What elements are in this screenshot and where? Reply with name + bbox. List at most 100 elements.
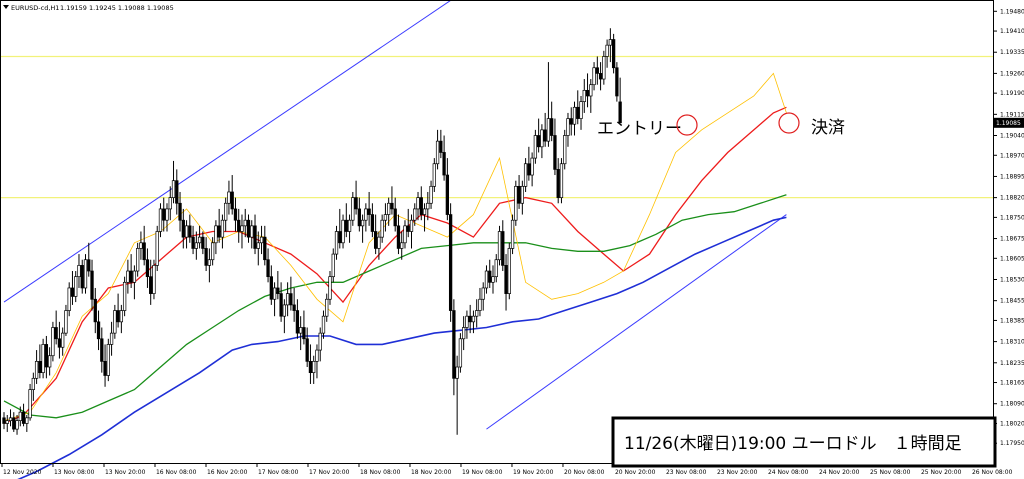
candle-body xyxy=(194,242,198,249)
candle-157 xyxy=(514,180,518,226)
y-tick-label: 1.18385 xyxy=(1000,317,1024,324)
candle-body xyxy=(364,208,368,221)
candle-body xyxy=(605,44,609,57)
candle-178 xyxy=(582,79,586,113)
symbol-label: EURUSD-cd,H1 xyxy=(11,4,59,12)
candle-32 xyxy=(106,338,110,382)
entry-label: エントリー xyxy=(597,119,682,139)
candle-body xyxy=(70,287,75,297)
candle-body xyxy=(158,208,163,232)
candle-body xyxy=(527,163,531,176)
candle-14 xyxy=(47,347,52,376)
candle-78 xyxy=(256,231,260,266)
candle-25 xyxy=(83,254,88,294)
y-tick-label: 1.19115 xyxy=(1000,111,1024,118)
y-tick-label: 1.18675 xyxy=(1000,236,1024,243)
candle-body xyxy=(579,101,583,119)
candle-33 xyxy=(109,321,114,356)
candle-body xyxy=(207,259,212,266)
candle-body xyxy=(540,129,544,148)
candle-53 xyxy=(175,169,179,215)
candle-body xyxy=(103,361,107,376)
candle-84 xyxy=(276,271,280,300)
candle-91 xyxy=(299,316,303,351)
y-tick-label: 1.19190 xyxy=(1000,90,1024,97)
candle-body xyxy=(481,287,485,300)
candle-body xyxy=(546,118,551,142)
candle-49 xyxy=(162,197,166,232)
candle-body xyxy=(536,135,541,148)
candle-body xyxy=(422,208,427,215)
candle-body xyxy=(87,259,91,272)
y-tick-label: 1.18020 xyxy=(1000,420,1024,427)
candle-12 xyxy=(41,338,45,379)
x-tick-label: 16 Nov 08:00 xyxy=(156,469,197,476)
candle-body xyxy=(233,208,238,221)
candle-body xyxy=(530,157,534,176)
candle-42 xyxy=(139,231,143,260)
candle-body xyxy=(129,270,133,283)
candle-175 xyxy=(572,101,577,136)
y-tick-label: 1.18605 xyxy=(1000,255,1024,262)
candle-115 xyxy=(377,231,381,260)
candle-body xyxy=(471,315,476,323)
candle-116 xyxy=(380,214,384,243)
candle-body xyxy=(41,344,45,374)
candle-124 xyxy=(406,208,410,238)
candle-body xyxy=(34,361,39,379)
candle-30 xyxy=(100,327,104,373)
candle-body xyxy=(331,253,335,278)
candle-165 xyxy=(540,124,544,159)
x-tick-label: 25 Nov 08:00 xyxy=(870,469,911,476)
candle-60 xyxy=(197,225,202,249)
candle-body xyxy=(80,265,84,289)
trend-channel xyxy=(3,0,787,430)
caption-frame xyxy=(611,416,997,468)
candle-body xyxy=(393,208,397,227)
candle-body xyxy=(556,169,560,198)
candle-185 xyxy=(605,39,609,68)
candle-129 xyxy=(422,203,427,232)
candle-123 xyxy=(403,220,407,249)
channel-lower-line xyxy=(486,214,787,430)
candle-174 xyxy=(569,107,573,136)
candle-31 xyxy=(103,344,107,387)
candle-body xyxy=(217,225,221,238)
candle-94 xyxy=(308,344,313,384)
candle-body xyxy=(109,332,114,345)
candle-44 xyxy=(145,248,150,288)
candle-187 xyxy=(611,33,616,74)
candle-21 xyxy=(70,271,75,305)
candle-body xyxy=(315,349,319,362)
dropdown-arrow-icon[interactable] xyxy=(3,5,9,9)
candle-162 xyxy=(530,152,534,187)
candle-body xyxy=(279,293,283,317)
candle-body xyxy=(334,231,339,255)
moving-average-green xyxy=(3,194,787,419)
candle-62 xyxy=(204,237,208,272)
candlesticks xyxy=(2,28,622,435)
moving-averages xyxy=(3,72,787,479)
candle-109 xyxy=(357,197,361,232)
candle-body xyxy=(501,231,505,266)
y-tick-label: 1.18455 xyxy=(1000,298,1024,305)
candle-body xyxy=(354,197,358,210)
candle-163 xyxy=(533,129,538,164)
candle-71 xyxy=(233,197,238,232)
candle-body xyxy=(308,361,313,374)
candle-79 xyxy=(259,225,264,255)
candle-168 xyxy=(550,101,554,142)
candle-68 xyxy=(224,197,228,232)
candle-body xyxy=(250,225,254,238)
candle-83 xyxy=(272,282,277,317)
candle-body xyxy=(18,411,22,422)
candle-body xyxy=(510,219,515,249)
entry-circle xyxy=(676,114,698,136)
candle-29 xyxy=(96,310,101,351)
trade-annotations: エントリー 決済 xyxy=(597,112,845,139)
candle-body xyxy=(497,231,502,261)
candle-40 xyxy=(132,265,137,300)
candle-body xyxy=(396,225,401,249)
candle-137 xyxy=(448,203,453,322)
candle-1 xyxy=(5,415,9,432)
